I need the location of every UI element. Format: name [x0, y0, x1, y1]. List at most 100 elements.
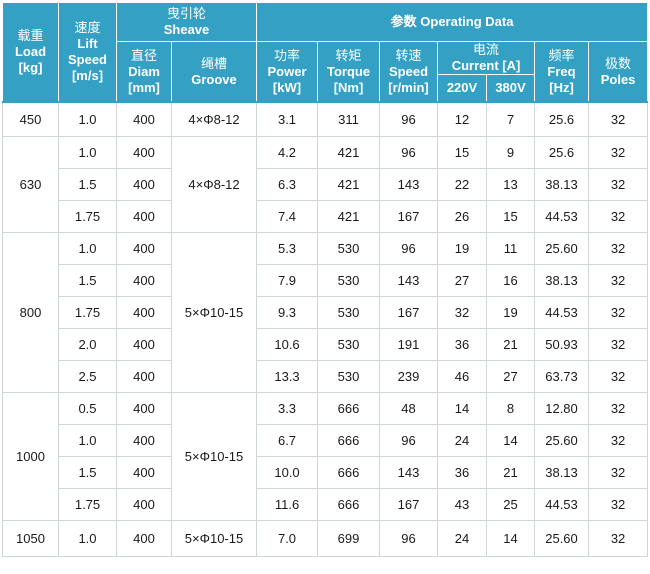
cell-rotation-speed: 143	[379, 456, 439, 489]
header-current-zh: 电流	[473, 42, 500, 57]
cell-rotation-speed: 191	[379, 328, 439, 361]
cell-lift-speed: 2.0	[58, 328, 117, 361]
header-load-en: Load	[14, 44, 47, 59]
cell-current-220v: 14	[437, 392, 488, 425]
cell-freq: 25.6	[534, 136, 590, 169]
cell-lift-speed: 1.0	[58, 136, 117, 169]
cell-torque: 666	[317, 424, 381, 457]
cell-freq: 38.13	[534, 264, 590, 297]
cell-freq: 44.53	[534, 296, 590, 329]
cell-lift-speed: 1.5	[58, 264, 117, 297]
cell-torque: 666	[317, 488, 381, 521]
table-row: 450 1.0 400 4×Φ8-12 3.1 311 96 12 7 25.6 32	[2, 101, 649, 137]
cell-diam: 400	[116, 168, 172, 201]
cell-torque: 530	[317, 264, 381, 297]
cell-power: 5.3	[256, 232, 319, 265]
cell-current-220v: 22	[437, 168, 488, 201]
table-row: 1.0 400 6.7 666 96 24 14 25.60 32	[3, 424, 649, 457]
cell-torque: 666	[317, 456, 381, 489]
cell-poles: 32	[588, 264, 649, 297]
table-row: 1.75 400 11.6 666 167 43 25 44.53 32	[3, 488, 649, 521]
header-groove-en: Groove	[191, 71, 237, 87]
cell-groove: 4×Φ8-12	[170, 101, 258, 137]
cell-rotation-speed: 167	[379, 296, 439, 329]
header-freq: 频率 Freq [Hz]	[534, 41, 590, 103]
cell-current-220v: 19	[437, 232, 488, 265]
header-operating-label: 参数 Operating Data	[390, 14, 514, 29]
table-row: 2.0 400 10.6 530 191 36 21 50.93 32	[3, 328, 649, 361]
cell-rotation-speed: 167	[379, 200, 439, 233]
cell-freq: 12.80	[534, 392, 590, 425]
cell-lift-speed: 2.5	[58, 360, 117, 393]
header-380v: 380V	[486, 74, 536, 103]
cell-freq: 38.13	[534, 456, 590, 489]
cell-groove: 5×Φ10-15	[170, 520, 258, 557]
cell-power: 13.3	[256, 360, 319, 393]
header-sheave: 曳引轮 Sheave	[115, 2, 258, 42]
cell-power: 7.4	[256, 200, 319, 233]
cell-power: 10.0	[256, 456, 319, 489]
cell-torque: 666	[317, 392, 381, 425]
header-rspeed-unit: [r/min]	[388, 79, 429, 95]
cell-power: 7.0	[256, 520, 319, 557]
cell-power: 9.3	[256, 296, 319, 329]
cell-rotation-speed: 48	[379, 392, 439, 425]
table-row: 1.5 400 7.9 530 143 27 16 38.13 32	[3, 264, 649, 297]
cell-freq: 63.73	[534, 360, 590, 393]
header-diam-en: Diam	[128, 63, 160, 79]
cell-freq: 44.53	[534, 200, 590, 233]
header-load-zh: 载重	[17, 28, 44, 43]
cell-freq: 25.60	[534, 232, 590, 265]
cell-current-380v: 27	[486, 360, 536, 393]
cell-freq: 25.60	[534, 424, 590, 457]
cell-poles: 32	[588, 328, 649, 361]
cell-power: 6.7	[256, 424, 319, 457]
header-sheave-zh: 曳引轮	[167, 6, 207, 21]
cell-current-380v: 21	[486, 328, 536, 361]
cell-current-220v: 36	[437, 456, 488, 489]
cell-current-220v: 32	[437, 296, 488, 329]
cell-lift-speed: 0.5	[58, 392, 117, 425]
header-power: 功率 Power [kW]	[256, 41, 319, 103]
cell-current-380v: 8	[486, 392, 536, 425]
cell-load: 1000	[2, 392, 59, 521]
cell-lift-speed: 1.75	[58, 296, 117, 329]
cell-diam: 400	[116, 488, 172, 521]
header-speed-unit: [m/s]	[71, 68, 104, 83]
cell-diam: 400	[116, 328, 172, 361]
header-220v: 220V	[437, 74, 488, 103]
cell-diam: 400	[116, 136, 172, 169]
cell-current-220v: 15	[437, 136, 488, 169]
cell-diam: 400	[116, 456, 172, 489]
table-row: 1000 0.5 400 5×Φ10-15 3.3 666 48 14 8 12.80 32	[2, 392, 649, 521]
cell-poles: 32	[588, 296, 649, 329]
cell-current-380v: 16	[486, 264, 536, 297]
cell-diam: 400	[116, 101, 172, 137]
cell-poles: 32	[588, 101, 649, 137]
cell-current-220v: 46	[437, 360, 488, 393]
cell-lift-speed: 1.0	[58, 101, 117, 137]
cell-torque: 699	[317, 520, 381, 557]
cell-torque: 421	[317, 136, 381, 169]
cell-load: 450	[2, 101, 59, 137]
header-freq-zh: 频率	[548, 47, 575, 63]
header-diam: 直径 Diam [mm]	[116, 41, 172, 103]
header-freq-unit: [Hz]	[549, 79, 574, 95]
header-power-zh: 功率	[274, 47, 301, 63]
cell-current-380v: 9	[486, 136, 536, 169]
cell-diam: 400	[116, 264, 172, 297]
header-current-en: Current [A]	[451, 58, 521, 73]
header-power-en: Power	[267, 63, 307, 79]
cell-lift-speed: 1.5	[58, 456, 117, 489]
table-row: 1.75 400 9.3 530 167 32 19 44.53 32	[3, 296, 649, 329]
cell-torque: 311	[317, 101, 381, 137]
cell-current-220v: 36	[437, 328, 488, 361]
cell-current-220v: 43	[437, 488, 488, 521]
cell-diam: 400	[116, 392, 172, 425]
header-torque-en: Torque	[326, 63, 371, 79]
cell-current-380v: 15	[486, 200, 536, 233]
header-poles-zh: 极数	[605, 55, 632, 71]
cell-rotation-speed: 143	[379, 168, 439, 201]
cell-torque: 530	[317, 232, 381, 265]
header-torque-unit: [Nm]	[333, 79, 364, 95]
